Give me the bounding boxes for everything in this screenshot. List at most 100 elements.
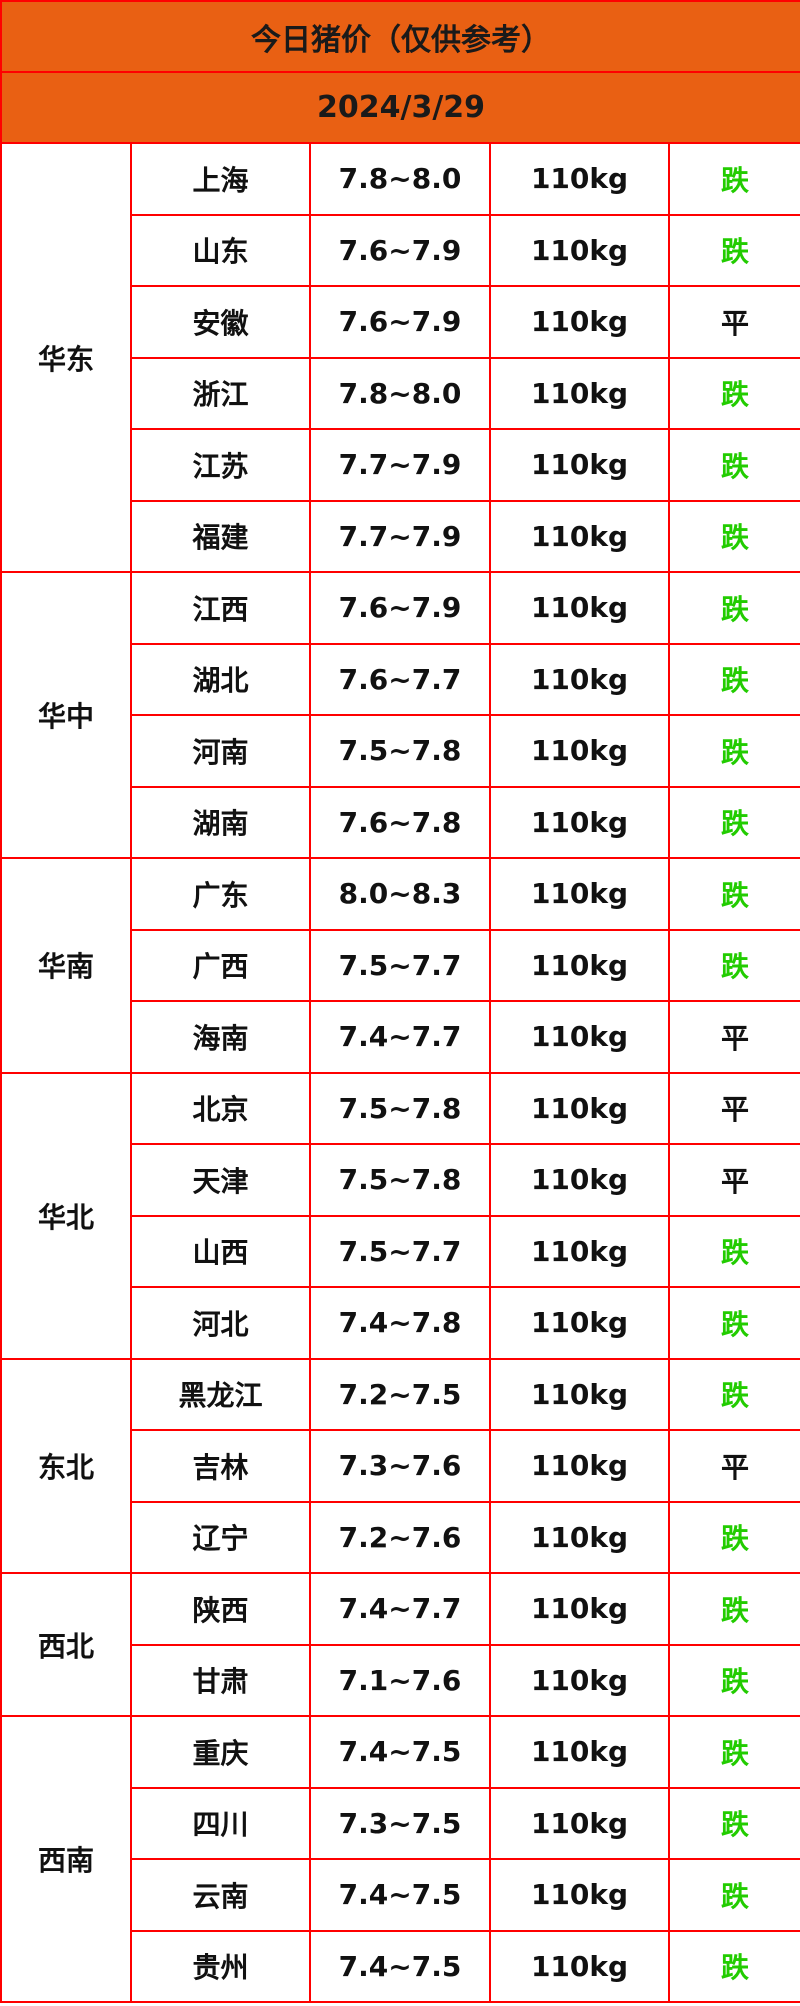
province-cell: 重庆: [130, 1715, 311, 1789]
province-cell: 山西: [130, 1214, 311, 1288]
price-cell: 7.4~7.8: [309, 1286, 491, 1360]
price-cell: 7.7~7.9: [309, 499, 491, 573]
price-cell: 7.5~7.8: [309, 1143, 491, 1217]
price-cell: 7.6~7.9: [309, 571, 491, 645]
price-cell: 7.1~7.6: [309, 1643, 491, 1717]
weight-cell: 110kg: [489, 1429, 670, 1503]
trend-cell: 跌: [667, 213, 800, 287]
trend-cell: 跌: [667, 1286, 800, 1360]
price-cell: 7.6~7.9: [309, 285, 491, 359]
table-row: 贵州 7.4~7.5 110kg 跌: [1, 1929, 800, 2003]
trend-cell: 跌: [667, 428, 800, 502]
table-row: 湖南 7.6~7.8 110kg 跌: [1, 785, 800, 859]
weight-cell: 110kg: [489, 571, 670, 645]
price-cell: 7.3~7.6: [309, 1429, 491, 1503]
province-cell: 广西: [130, 928, 311, 1002]
table-row: 河南 7.5~7.8 110kg 跌: [1, 714, 800, 788]
price-cell: 8.0~8.3: [309, 857, 491, 931]
table-row: 东北 黑龙江 7.2~7.5 110kg 跌: [0, 1357, 800, 1574]
weight-cell: 110kg: [489, 1286, 670, 1360]
table-row: 甘肃 7.1~7.6 110kg 跌: [1, 1643, 800, 1717]
table-row: 辽宁 7.2~7.6 110kg 跌: [1, 1500, 800, 1574]
trend-cell: 跌: [667, 857, 800, 931]
table-row: 海南 7.4~7.7 110kg 平: [1, 1000, 800, 1074]
price-cell: 7.4~7.5: [309, 1929, 491, 2003]
province-cell: 海南: [130, 1000, 311, 1074]
trend-cell: 跌: [667, 142, 800, 216]
table-row: 福建 7.7~7.9 110kg 跌: [1, 499, 800, 573]
trend-cell: 跌: [667, 356, 800, 430]
trend-cell: 跌: [667, 1214, 800, 1288]
province-cell: 吉林: [130, 1429, 311, 1503]
weight-cell: 110kg: [489, 928, 670, 1002]
trend-cell: 跌: [667, 928, 800, 1002]
region-cell: 西北: [0, 1572, 132, 1717]
province-cell: 广东: [130, 857, 311, 931]
province-cell: 四川: [130, 1786, 311, 1860]
trend-cell: 跌: [667, 642, 800, 716]
province-cell: 甘肃: [130, 1643, 311, 1717]
province-cell: 陕西: [130, 1572, 311, 1646]
trend-cell: 跌: [667, 1715, 800, 1789]
price-cell: 7.5~7.7: [309, 1214, 491, 1288]
price-cell: 7.3~7.5: [309, 1786, 491, 1860]
price-cell: 7.4~7.7: [309, 1572, 491, 1646]
trend-cell: 平: [667, 1143, 800, 1217]
weight-cell: 110kg: [489, 1071, 670, 1145]
region-cell: 华中: [0, 571, 132, 859]
weight-cell: 110kg: [489, 785, 670, 859]
trend-cell: 跌: [667, 1929, 800, 2003]
province-cell: 湖北: [130, 642, 311, 716]
weight-cell: 110kg: [489, 714, 670, 788]
table-row: 浙江 7.8~8.0 110kg 跌: [1, 356, 800, 430]
trend-cell: 跌: [667, 1786, 800, 1860]
trend-cell: 跌: [667, 714, 800, 788]
trend-cell: 跌: [667, 571, 800, 645]
province-cell: 云南: [130, 1858, 311, 1932]
price-cell: 7.7~7.9: [309, 428, 491, 502]
table-row: 天津 7.5~7.8 110kg 平: [1, 1143, 800, 1217]
table-title: 今日猪价（仅供参考）: [0, 0, 800, 73]
table-row: 华东 上海 7.8~8.0 110kg 跌: [0, 142, 800, 573]
weight-cell: 110kg: [489, 1214, 670, 1288]
province-cell: 黑龙江: [130, 1357, 311, 1431]
weight-cell: 110kg: [489, 1715, 670, 1789]
price-cell: 7.5~7.8: [309, 714, 491, 788]
table-row: 安徽 7.6~7.9 110kg 平: [1, 285, 800, 359]
table-row: 广西 7.5~7.7 110kg 跌: [1, 928, 800, 1002]
table-row: 山西 7.5~7.7 110kg 跌: [1, 1214, 800, 1288]
price-cell: 7.2~7.6: [309, 1500, 491, 1574]
table-row: 西南 重庆 7.4~7.5 110kg 跌: [0, 1715, 800, 2003]
weight-cell: 110kg: [489, 1357, 670, 1431]
weight-cell: 110kg: [489, 1786, 670, 1860]
price-cell: 7.8~8.0: [309, 356, 491, 430]
province-cell: 河南: [130, 714, 311, 788]
price-cell: 7.6~7.8: [309, 785, 491, 859]
trend-cell: 平: [667, 1071, 800, 1145]
trend-cell: 跌: [667, 1858, 800, 1932]
trend-cell: 跌: [667, 1572, 800, 1646]
weight-cell: 110kg: [489, 1643, 670, 1717]
table-row: 河北 7.4~7.8 110kg 跌: [1, 1286, 800, 1360]
weight-cell: 110kg: [489, 1143, 670, 1217]
weight-cell: 110kg: [489, 1500, 670, 1574]
table-row: 湖北 7.6~7.7 110kg 跌: [1, 642, 800, 716]
trend-cell: 跌: [667, 785, 800, 859]
province-cell: 江苏: [130, 428, 311, 502]
table-row: 云南 7.4~7.5 110kg 跌: [1, 1858, 800, 1932]
price-cell: 7.4~7.5: [309, 1858, 491, 1932]
province-cell: 江西: [130, 571, 311, 645]
province-cell: 安徽: [130, 285, 311, 359]
province-cell: 湖南: [130, 785, 311, 859]
price-cell: 7.5~7.8: [309, 1071, 491, 1145]
province-cell: 贵州: [130, 1929, 311, 2003]
province-cell: 上海: [130, 142, 311, 216]
province-cell: 浙江: [130, 356, 311, 430]
table-row: 江苏 7.7~7.9 110kg 跌: [1, 428, 800, 502]
table-row: 西北 陕西 7.4~7.7 110kg 跌: [0, 1572, 800, 1717]
trend-cell: 跌: [667, 1643, 800, 1717]
province-cell: 山东: [130, 213, 311, 287]
weight-cell: 110kg: [489, 1572, 670, 1646]
region-cell: 华南: [0, 857, 132, 1074]
